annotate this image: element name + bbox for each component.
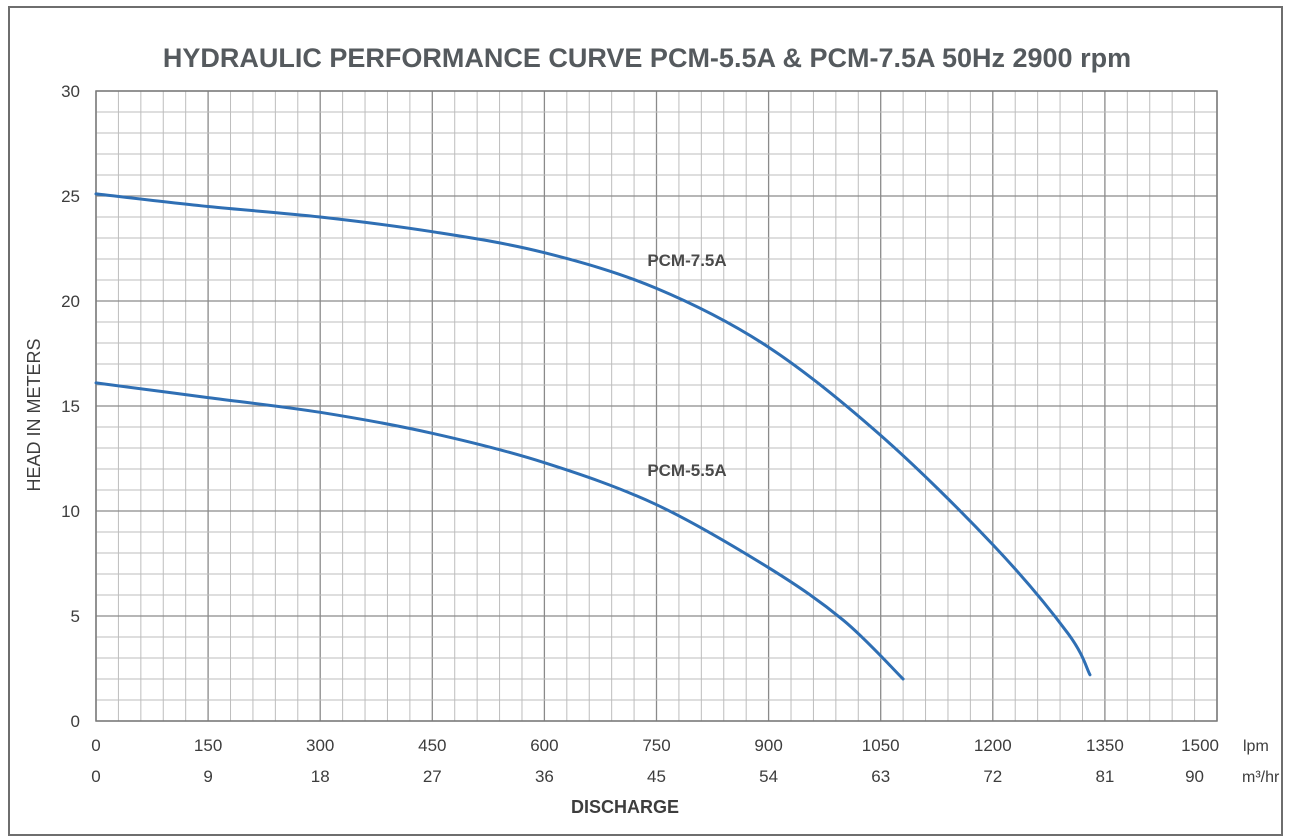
x-unit-secondary: m³/hr (1242, 769, 1280, 786)
y-tick-label: 20 (61, 292, 80, 311)
curve-label-pcm-5.5a: PCM-5.5A (647, 461, 726, 480)
chart-title: HYDRAULIC PERFORMANCE CURVE PCM-5.5A & P… (163, 43, 1131, 73)
y-tick-label: 10 (61, 502, 80, 521)
curve-label-pcm-7.5a: PCM-7.5A (647, 251, 726, 270)
curve-pcm-5.5a (94, 381, 905, 681)
x-tick-labels: 0 0 150 9 300 18 450 27 600 36 750 45 900 54 1050 63 120… (91, 736, 1219, 786)
x-tick-label-primary: 900 (754, 736, 782, 755)
x-tick-label-secondary: 72 (983, 767, 1002, 786)
x-tick-label-secondary: 0 (91, 767, 100, 786)
x-tick-label-secondary: 54 (759, 767, 778, 786)
x-tick-label-primary: 1200 (974, 736, 1012, 755)
y-tick-label: 30 (61, 82, 80, 101)
x-tick-label-secondary: 45 (647, 767, 666, 786)
grid (95, 90, 1218, 722)
x-tick-label-secondary: 9 (203, 767, 212, 786)
curve-labels: PCM-7.5A PCM-5.5A (647, 251, 726, 480)
x-tick-label-primary: 750 (642, 736, 670, 755)
x-tick-label-secondary: 18 (311, 767, 330, 786)
x-tick-label-primary: 1050 (862, 736, 900, 755)
y-axis-label: HEAD IN METERS (24, 338, 44, 491)
x-tick-label-primary: 0 (91, 736, 100, 755)
x-tick-label-primary: 1500 (1181, 736, 1219, 755)
x-tick-label-primary: 150 (194, 736, 222, 755)
y-tick-label: 5 (71, 607, 80, 626)
x-axis-label: DISCHARGE (571, 797, 679, 817)
x-unit-primary: lpm (1243, 738, 1269, 755)
y-tick-label: 15 (61, 397, 80, 416)
y-tick-labels: 0 5 10 15 20 25 30 (61, 82, 80, 731)
curves (94, 192, 1092, 681)
y-tick-label: 0 (71, 712, 80, 731)
x-tick-label-primary: 300 (306, 736, 334, 755)
plot-border (95, 90, 1218, 722)
x-tick-label-primary: 450 (418, 736, 446, 755)
x-tick-label-primary: 1350 (1086, 736, 1124, 755)
x-tick-label-primary: 600 (530, 736, 558, 755)
curve-pcm-7.5a (94, 192, 1092, 677)
y-tick-label: 25 (61, 187, 80, 206)
x-tick-label-secondary: 90 (1185, 767, 1204, 786)
x-tick-label-secondary: 27 (423, 767, 442, 786)
x-tick-label-secondary: 36 (535, 767, 554, 786)
x-tick-label-secondary: 81 (1095, 767, 1114, 786)
x-tick-label-secondary: 63 (871, 767, 890, 786)
